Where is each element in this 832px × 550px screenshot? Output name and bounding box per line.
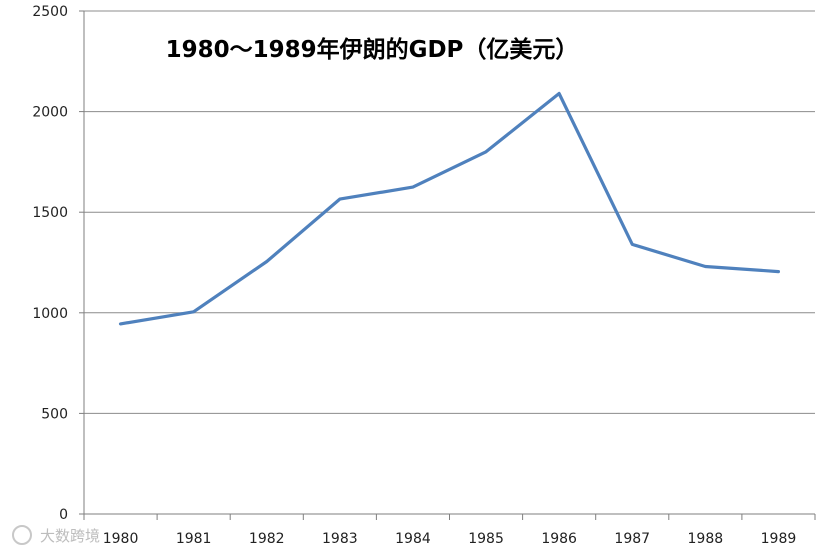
gridlines — [84, 10, 815, 414]
x-tick-labels: 1980 1981 1982 1983 1984 1985 1986 1987 1988 1989 — [83, 514, 816, 547]
watermark-text: 大数跨境 — [40, 527, 100, 545]
x-tick-label: 1980 — [103, 531, 139, 547]
series-line — [118, 91, 781, 326]
y-tick-label: 2500 — [32, 4, 68, 20]
x-tick-label: 1981 — [176, 531, 212, 547]
y-tick-label: 1500 — [32, 205, 68, 221]
y-tick-labels: 0 500 1000 1500 2000 2500 — [32, 4, 84, 523]
chart-title: 1980～1989年伊朗的GDP（亿美元） — [166, 36, 579, 63]
x-tick-label: 1983 — [322, 531, 358, 547]
x-tick-label: 1989 — [761, 531, 797, 547]
series-lines — [118, 91, 781, 326]
x-tick-label: 1984 — [395, 531, 431, 547]
y-tick-label: 2000 — [32, 105, 68, 121]
x-tick-label: 1982 — [249, 531, 285, 547]
y-tick-label: 0 — [59, 507, 68, 523]
axes — [83, 11, 815, 515]
y-tick-label: 1000 — [32, 306, 68, 322]
y-tick-label: 500 — [41, 406, 68, 422]
watermark: 大数跨境 — [12, 525, 100, 545]
watermark-logo-icon — [12, 525, 32, 545]
x-tick-label: 1987 — [614, 531, 650, 547]
x-tick-label: 1988 — [688, 531, 724, 547]
x-tick-label: 1985 — [468, 531, 504, 547]
x-tick-label: 1986 — [541, 531, 577, 547]
